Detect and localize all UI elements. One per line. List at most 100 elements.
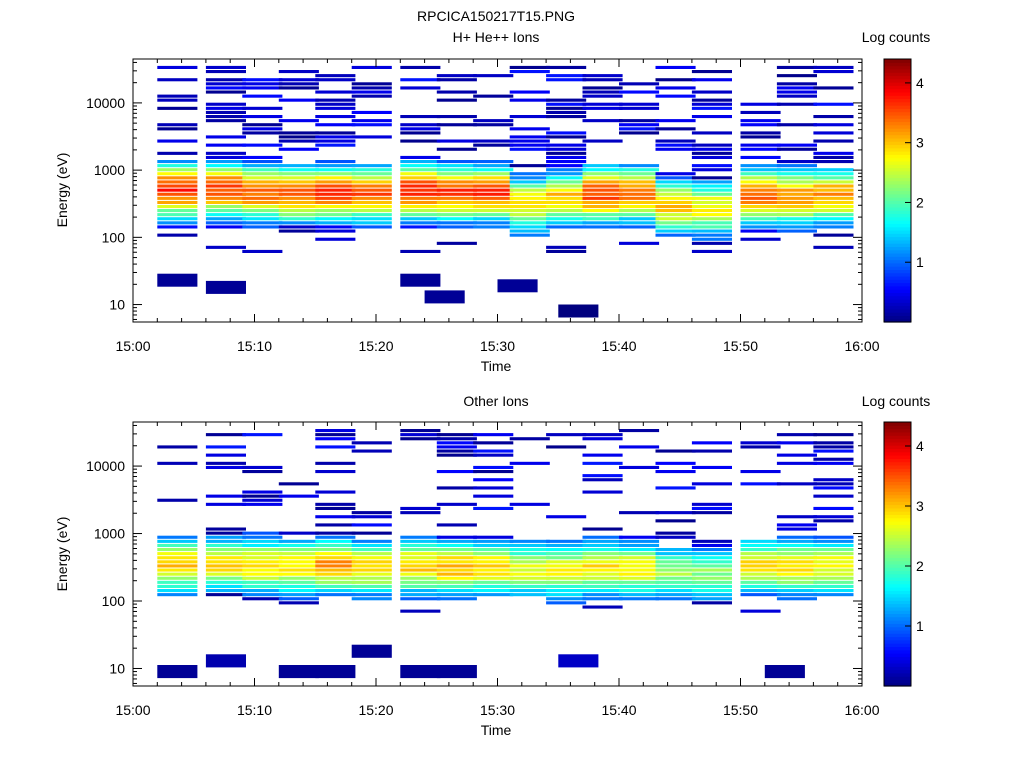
energy-time-cell bbox=[582, 90, 623, 94]
energy-time-cell bbox=[278, 184, 319, 188]
energy-time-cell bbox=[436, 123, 477, 127]
energy-time-cell bbox=[205, 200, 246, 204]
energy-time-cell bbox=[400, 535, 441, 539]
energy-time-cell bbox=[776, 94, 817, 98]
energy-time-cell bbox=[315, 139, 356, 143]
energy-time-cell bbox=[315, 572, 356, 576]
energy-time-cell bbox=[400, 433, 441, 437]
colorbar-segment bbox=[884, 210, 911, 215]
energy-time-cell bbox=[315, 217, 356, 221]
x-axis-label: Time bbox=[481, 358, 512, 374]
energy-time-cell bbox=[473, 494, 514, 498]
energy-time-cell bbox=[315, 548, 356, 552]
colorbar-segment bbox=[884, 206, 911, 211]
energy-time-cell bbox=[157, 192, 198, 196]
energy-time-cell bbox=[655, 552, 696, 556]
energy-time-cell bbox=[582, 205, 623, 209]
energy-time-cell bbox=[776, 560, 817, 564]
energy-time-cell bbox=[776, 576, 817, 580]
energy-time-cell bbox=[473, 580, 514, 584]
energy-time-cell bbox=[582, 560, 623, 564]
energy-time-cell bbox=[691, 106, 732, 110]
energy-time-cell bbox=[436, 593, 477, 597]
energy-time-cell bbox=[315, 172, 356, 176]
energy-time-cell bbox=[619, 556, 660, 560]
y-axis-label: Energy (eV) bbox=[54, 153, 70, 228]
colorbar-segment bbox=[884, 114, 911, 119]
colorbar-tick-label: 1 bbox=[916, 618, 924, 634]
energy-time-cell bbox=[509, 147, 550, 151]
energy-time-cell bbox=[400, 188, 441, 192]
colorbar-segment bbox=[884, 252, 911, 257]
energy-time-cell bbox=[205, 65, 246, 69]
energy-time-cell bbox=[582, 433, 623, 437]
energy-time-cell bbox=[473, 465, 514, 469]
energy-time-cell bbox=[546, 184, 587, 188]
energy-time-cell bbox=[691, 229, 732, 233]
energy-time-cell bbox=[691, 168, 732, 172]
energy-time-cell bbox=[351, 543, 392, 547]
energy-time-cell bbox=[582, 539, 623, 543]
energy-time-cell bbox=[436, 209, 477, 213]
energy-time-cell bbox=[582, 119, 623, 123]
energy-time-cell bbox=[776, 147, 817, 151]
energy-time-cell bbox=[776, 184, 817, 188]
energy-time-cell bbox=[740, 209, 781, 213]
energy-time-cell bbox=[776, 482, 817, 486]
colorbar-tick-label: 3 bbox=[916, 498, 924, 514]
energy-time-cell bbox=[157, 543, 198, 547]
energy-time-cell bbox=[655, 572, 696, 576]
energy-time-cell bbox=[205, 568, 246, 572]
energy-time-cell bbox=[655, 449, 696, 453]
energy-time-cell bbox=[740, 217, 781, 221]
energy-time-cell bbox=[400, 115, 441, 119]
energy-time-cell bbox=[509, 192, 550, 196]
energy-time-cell bbox=[582, 176, 623, 180]
energy-time-cell bbox=[655, 597, 696, 601]
energy-time-cell bbox=[242, 572, 283, 576]
energy-time-cell bbox=[351, 515, 392, 519]
energy-time-cell bbox=[242, 123, 283, 127]
energy-time-cell bbox=[278, 119, 319, 123]
energy-time-cell bbox=[315, 225, 356, 229]
energy-time-cell bbox=[205, 192, 246, 196]
colorbar-segment bbox=[884, 59, 911, 63]
energy-time-cell bbox=[691, 102, 732, 106]
energy-time-cell bbox=[509, 217, 550, 221]
energy-time-cell bbox=[400, 437, 441, 441]
colorbar-segment bbox=[884, 488, 911, 492]
energy-time-cell bbox=[473, 560, 514, 564]
energy-time-cell bbox=[400, 200, 441, 204]
energy-time-cell bbox=[436, 433, 477, 437]
energy-time-cell bbox=[157, 98, 198, 102]
energy-time-cell bbox=[691, 506, 732, 510]
energy-time-cell bbox=[776, 74, 817, 78]
energy-time-cell bbox=[619, 196, 660, 200]
energy-time-cell bbox=[740, 143, 781, 147]
energy-time-cell bbox=[582, 217, 623, 221]
energy-time-cell bbox=[546, 180, 587, 184]
energy-time-cell bbox=[473, 184, 514, 188]
x-axis-label: Time bbox=[481, 722, 512, 738]
energy-time-cell bbox=[655, 78, 696, 82]
energy-time-cell bbox=[776, 143, 817, 147]
energy-time-cell bbox=[509, 539, 550, 543]
colorbar-segment bbox=[884, 62, 911, 67]
colorbar-segment bbox=[884, 455, 911, 459]
energy-time-cell bbox=[351, 205, 392, 209]
energy-time-cell bbox=[205, 461, 246, 465]
energy-time-cell bbox=[546, 249, 587, 253]
energy-time-cell bbox=[691, 589, 732, 593]
colorbar-segment bbox=[884, 653, 911, 657]
energy-time-cell bbox=[582, 221, 623, 225]
energy-time-cell bbox=[813, 168, 854, 172]
energy-time-cell bbox=[436, 535, 477, 539]
energy-time-cell bbox=[436, 597, 477, 601]
energy-time-cell bbox=[436, 445, 477, 449]
energy-time-cell bbox=[242, 106, 283, 110]
energy-time-cell bbox=[242, 580, 283, 584]
colorbar-segment bbox=[884, 540, 911, 545]
energy-time-cell bbox=[315, 184, 356, 188]
energy-time-cell bbox=[315, 90, 356, 94]
energy-time-cell bbox=[691, 180, 732, 184]
